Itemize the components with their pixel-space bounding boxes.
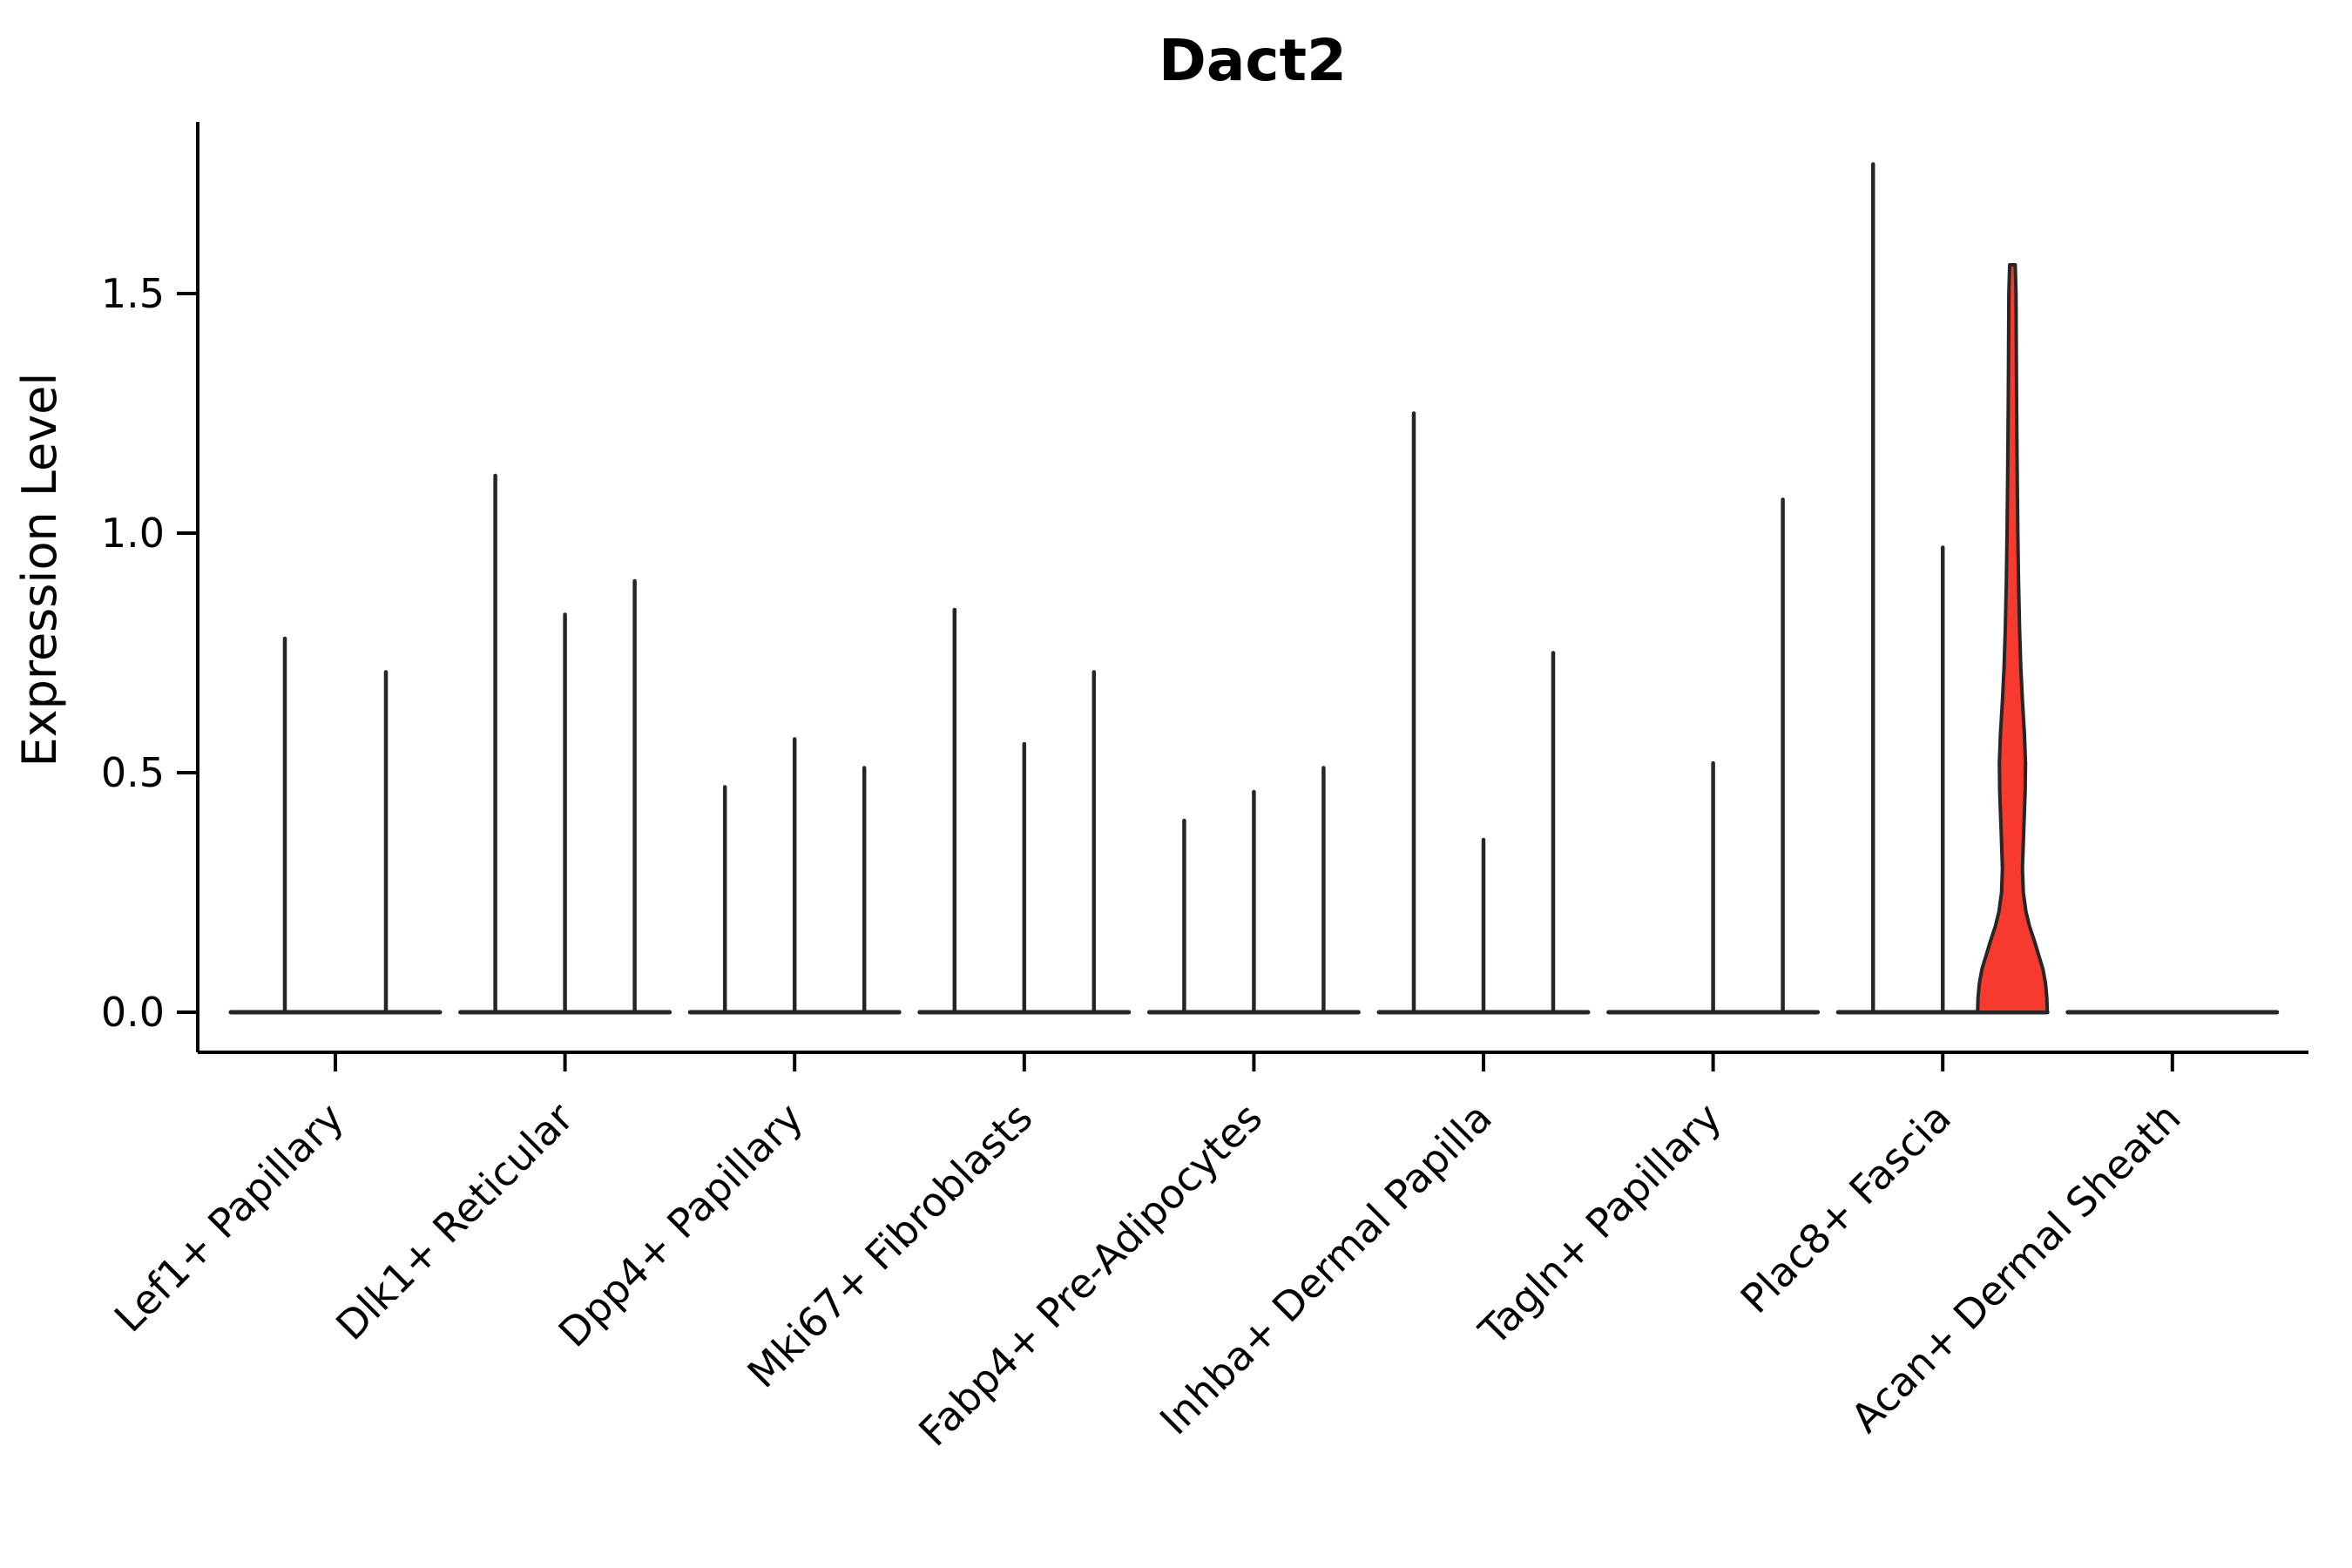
x-tick-label: Lef1+ Papillary <box>105 1094 353 1342</box>
y-tick-label: 1.0 <box>101 510 165 557</box>
x-tick-label: Tagln+ Papillary <box>1470 1094 1731 1355</box>
highlighted-violin <box>1976 263 2050 1014</box>
chart-title: Dact2 <box>1159 27 1347 94</box>
x-tick-label: Dpp4+ Papillary <box>550 1094 812 1356</box>
y-axis-label: Expression Level <box>12 373 67 767</box>
y-tick-label: 0.5 <box>101 749 165 796</box>
violins <box>228 162 2280 1015</box>
x-tick-label: Dlk1+ Reticular <box>327 1094 582 1349</box>
x-tick-label: Plac8+ Fascia <box>1732 1094 1960 1322</box>
y-axis-ticks: 0.0 0.5 1.0 1.5 <box>101 270 198 1036</box>
y-tick-label: 1.5 <box>101 270 165 317</box>
y-tick-label: 0.0 <box>101 989 165 1036</box>
